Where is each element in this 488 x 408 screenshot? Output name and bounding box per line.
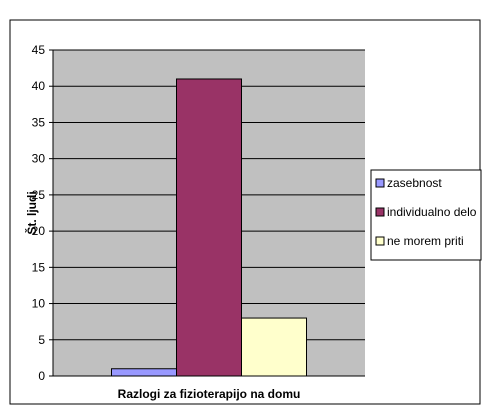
legend-swatch (375, 178, 385, 188)
bar-ne-morem-priti (241, 317, 307, 377)
y-tick-label: 15 (32, 260, 46, 274)
legend: zasebnost individualno delo ne morem priti (370, 169, 482, 261)
y-tick-label: 35 (32, 115, 46, 129)
y-tick-label: 0 (38, 369, 45, 383)
legend-swatch (375, 207, 385, 217)
y-tick-label: 25 (32, 188, 46, 202)
y-tick-label: 20 (32, 224, 46, 238)
y-axis-title: Št. ljudi (24, 191, 39, 234)
legend-label: individualno delo (387, 205, 477, 219)
y-tick-label: 30 (32, 152, 46, 166)
bars (111, 78, 307, 377)
bar-zasebnost (111, 368, 177, 377)
legend-label: zasebnost (387, 176, 442, 190)
y-tick-label: 45 (32, 43, 46, 57)
x-axis-title: Razlogi za fizioterapijo na domu (118, 387, 301, 401)
y-tick-label: 5 (38, 333, 45, 347)
legend-swatch (375, 236, 385, 246)
y-axis: 0 5 10 15 20 25 30 35 40 45 (32, 43, 54, 383)
legend-box (370, 169, 482, 261)
y-tick-label: 10 (32, 297, 46, 311)
legend-label: ne morem priti (387, 234, 464, 248)
bar-individualno-delo (176, 78, 242, 377)
y-tick-label: 40 (32, 79, 46, 93)
